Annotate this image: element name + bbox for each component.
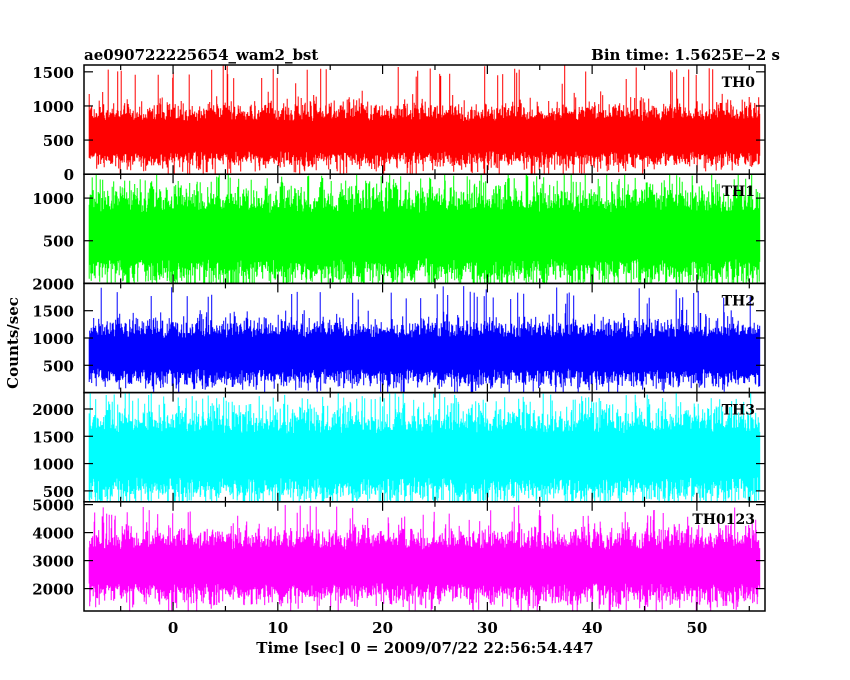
- x-tick-label: 50: [686, 619, 707, 637]
- panel-label: TH0: [722, 75, 756, 91]
- y-tick-label: 500: [43, 483, 74, 501]
- y-tick-label: 0: [64, 275, 74, 293]
- chart-title: ae090722225654_wam2_bst: [84, 46, 318, 64]
- y-tick-label: 1500: [32, 64, 74, 82]
- panel-th1: 0 500 1000 TH1: [32, 173, 766, 293]
- y-tick-label: 3000: [32, 553, 74, 571]
- x-tick-label: 10: [267, 619, 288, 637]
- panel-th2: 500 1000 1500 2000 TH2: [32, 275, 766, 394]
- y-tick-label: 1000: [32, 98, 74, 116]
- panel-label: TH0123: [692, 512, 755, 528]
- y-tick-label: 500: [43, 233, 74, 251]
- y-tick-label: 1000: [32, 330, 74, 348]
- panel-label: TH2: [722, 293, 755, 309]
- y-tick-label: 1500: [32, 428, 74, 446]
- trace-th0: [88, 65, 761, 175]
- y-tick-label: 4000: [32, 525, 74, 543]
- panel-label: TH3: [722, 403, 755, 419]
- y-tick-label: 2000: [32, 581, 74, 599]
- y-tick-label: 500: [43, 357, 74, 375]
- x-tick-label: 20: [372, 619, 393, 637]
- y-tick-label: 1500: [32, 303, 74, 321]
- panel-frame: [83, 501, 766, 612]
- trace-th3: [88, 392, 761, 502]
- y-tick-label: 1000: [32, 190, 74, 208]
- panel-label: TH1: [722, 184, 755, 200]
- x-tick-label: 40: [582, 619, 603, 637]
- y-tick-label: 0: [64, 166, 74, 184]
- trace-th2: [88, 286, 761, 393]
- trace-th0123: [88, 505, 761, 611]
- x-tick-label: 30: [477, 619, 498, 637]
- y-tick-label: 500: [43, 132, 74, 150]
- y-axis-label: Counts/sec: [4, 297, 22, 389]
- panel-th0: 0 500 1000 1500 TH0: [32, 64, 766, 184]
- panel-th3: 500 1000 1500 2000 TH3: [32, 391, 766, 503]
- trace-th1: [88, 174, 761, 284]
- panel-th0123: 2000 3000 4000 5000 TH0123: [32, 497, 766, 612]
- y-tick-label: 2000: [32, 275, 74, 293]
- x-tick-label: 0: [168, 619, 178, 637]
- y-tick-label: 2000: [32, 401, 74, 419]
- y-tick-label: 5000: [32, 497, 74, 515]
- y-tick-label: 1000: [32, 456, 74, 474]
- bin-time-label: Bin time: 1.5625E−2 s: [591, 46, 780, 64]
- x-axis-label: Time [sec] 0 = 2009/07/22 22:56:54.447: [256, 639, 593, 657]
